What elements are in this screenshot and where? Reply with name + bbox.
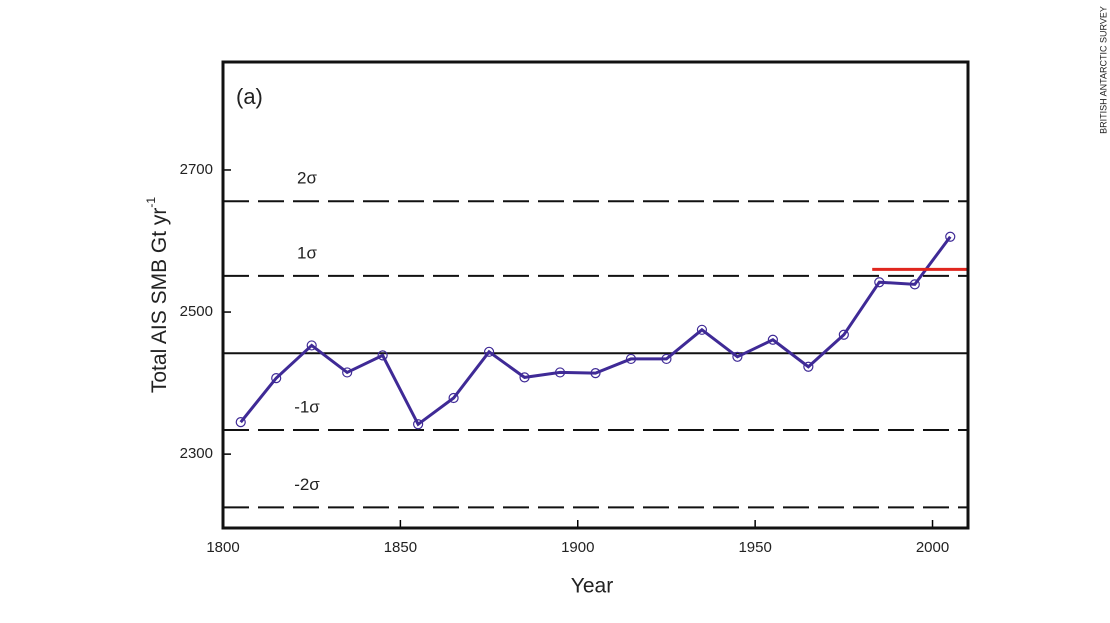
x-axis-label: Year — [571, 575, 613, 598]
y-tick-label: 2300 — [180, 445, 213, 462]
plot-frame — [221, 60, 970, 530]
data-point — [271, 373, 282, 384]
data-point — [767, 334, 778, 345]
data-point — [732, 351, 743, 362]
reference-label: -2σ — [294, 475, 320, 494]
y-label-sup: -1 — [144, 197, 158, 208]
data-point — [874, 277, 885, 288]
x-tick-label: 1950 — [738, 539, 771, 556]
data-point — [945, 231, 956, 242]
data-point — [342, 367, 353, 378]
x-tick-label: 2000 — [916, 539, 949, 556]
data-point — [554, 367, 566, 378]
y-tick-label: 2500 — [180, 303, 213, 320]
series-line — [239, 235, 952, 427]
data-point — [590, 368, 601, 379]
data-point — [377, 350, 388, 361]
data-point — [483, 346, 495, 357]
data-point — [519, 372, 530, 383]
reference-label: -1σ — [294, 397, 320, 416]
credit: BRITISH ANTARCTIC SURVEY — [1098, 6, 1108, 134]
data-point — [413, 419, 424, 430]
y-label-main: Total AIS SMB Gt yr — [148, 208, 171, 394]
y-axis-label: Total AIS SMB Gt yr-1 — [144, 197, 170, 394]
data-point — [838, 329, 849, 340]
data-point — [661, 353, 672, 365]
data-point — [306, 340, 317, 351]
data-point — [448, 392, 459, 404]
data-point — [803, 361, 814, 372]
x-tick-label: 1850 — [384, 539, 417, 556]
x-tick-label: 1900 — [561, 539, 594, 556]
reference-label: 2σ — [297, 169, 317, 188]
x-tick-label: 1800 — [206, 539, 239, 556]
reference-label: 1σ — [297, 243, 317, 262]
y-tick-label: 2700 — [180, 161, 213, 178]
data-point — [235, 417, 246, 428]
data-point — [696, 324, 708, 335]
data-point — [909, 279, 920, 290]
panel-label: (a) — [236, 84, 263, 109]
data-point — [625, 353, 637, 365]
